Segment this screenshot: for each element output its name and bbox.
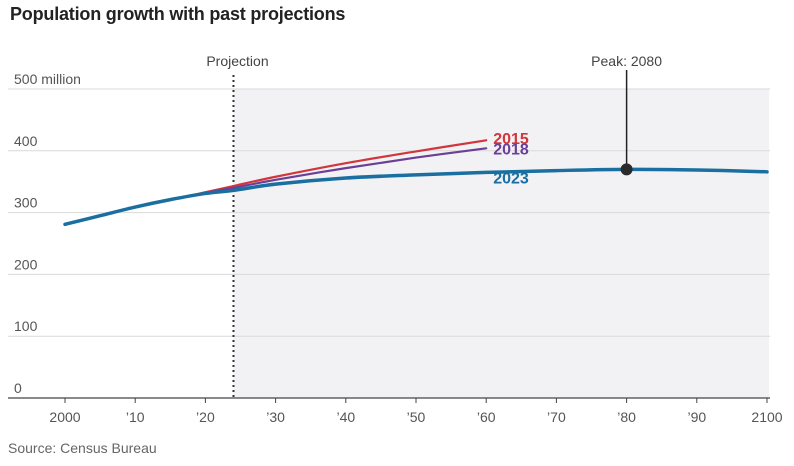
x-tick-label: 2100 bbox=[751, 409, 782, 425]
series-label-2018: 2018 bbox=[493, 142, 529, 159]
x-tick-label: ’10 bbox=[126, 409, 145, 425]
peak-marker bbox=[620, 163, 633, 176]
x-tick-label: ’40 bbox=[336, 409, 355, 425]
y-tick-label: 400 bbox=[14, 133, 38, 149]
line-chart: 0 100 200 300 400 500 million 2000 ’10 ’20 ’30 ’40… bbox=[8, 53, 783, 425]
x-tick-label: ’70 bbox=[547, 409, 566, 425]
x-tick-label: ’90 bbox=[687, 409, 706, 425]
y-tick-label: 300 bbox=[14, 195, 38, 211]
x-tick-label: ’20 bbox=[196, 409, 215, 425]
y-tick-label: 200 bbox=[14, 256, 38, 272]
source-note: Source: Census Bureau bbox=[8, 440, 157, 456]
peak-label: Peak: 2080 bbox=[591, 53, 662, 69]
y-tick-label: 500 million bbox=[14, 71, 81, 87]
y-tick-label: 100 bbox=[14, 318, 38, 334]
x-tick-label: ’80 bbox=[617, 409, 636, 425]
series-label-2023: 2023 bbox=[493, 170, 529, 187]
series-label-2015: 2015 bbox=[493, 131, 529, 148]
x-tick-label: ’60 bbox=[477, 409, 496, 425]
projection-label: Projection bbox=[206, 53, 268, 69]
y-tick-label: 0 bbox=[14, 380, 22, 396]
x-tick-label: ’30 bbox=[266, 409, 285, 425]
x-tick-label: 2000 bbox=[49, 409, 80, 425]
chart-title: Population growth with past projections bbox=[10, 4, 346, 24]
x-tick-label: ’50 bbox=[407, 409, 426, 425]
projection-shade bbox=[233, 89, 770, 398]
